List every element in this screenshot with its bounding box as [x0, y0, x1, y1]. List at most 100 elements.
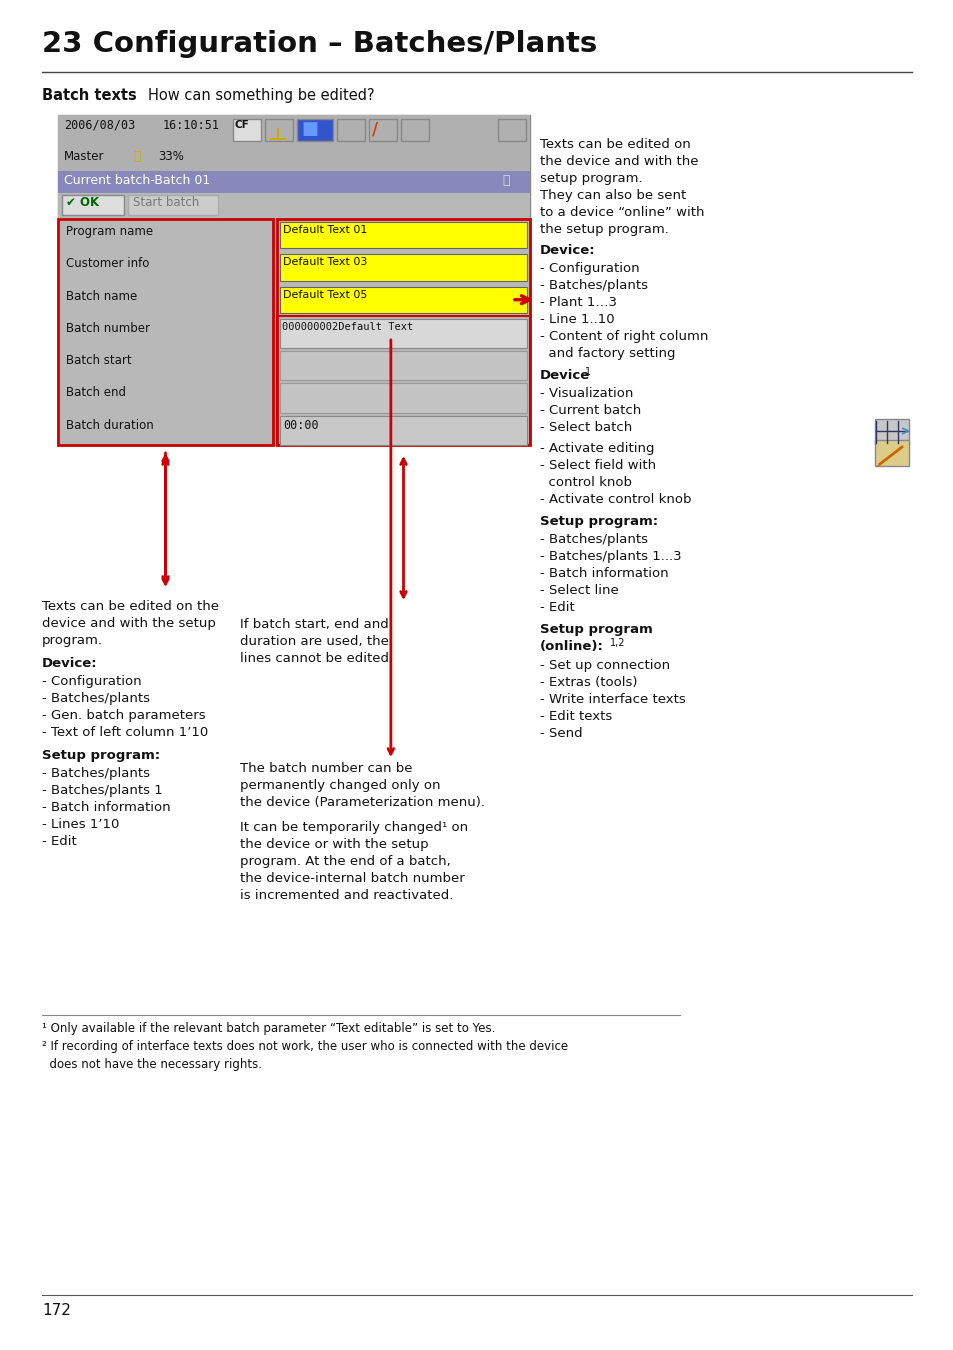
Text: - Send: - Send	[539, 728, 582, 740]
Text: - Lines 1’10: - Lines 1’10	[42, 818, 119, 832]
Text: Batch start: Batch start	[66, 354, 132, 367]
Text: - Visualization: - Visualization	[539, 387, 633, 400]
Text: - Activate editing: - Activate editing	[539, 441, 654, 455]
Text: - Current batch: - Current batch	[539, 404, 640, 417]
Text: - Write interface texts: - Write interface texts	[539, 693, 685, 706]
Text: Batch name: Batch name	[66, 289, 137, 302]
Text: Start batch: Start batch	[132, 196, 199, 209]
Text: program. At the end of a batch,: program. At the end of a batch,	[240, 855, 450, 868]
Bar	[265, 119, 293, 140]
Text: program.: program.	[42, 634, 103, 647]
Text: the setup program.: the setup program.	[539, 223, 668, 236]
Text: 🔓: 🔓	[132, 150, 140, 163]
Bar	[280, 254, 526, 281]
Bar	[497, 119, 525, 140]
Text: lines cannot be edited.: lines cannot be edited.	[240, 652, 393, 666]
Text: - Line 1..10: - Line 1..10	[539, 313, 614, 325]
Text: - Batch information: - Batch information	[42, 801, 171, 814]
Text: the device-internal batch number: the device-internal batch number	[240, 872, 464, 886]
Text: - Configuration: - Configuration	[539, 262, 639, 275]
Text: Device:: Device:	[539, 244, 595, 256]
Bar	[874, 418, 908, 446]
Text: Customer info: Customer info	[66, 258, 150, 270]
Bar	[58, 147, 530, 171]
Bar	[58, 193, 530, 219]
Text: Batch duration: Batch duration	[66, 418, 153, 432]
Bar	[62, 194, 124, 215]
Text: Device: Device	[539, 369, 590, 382]
Text: the device and with the: the device and with the	[539, 155, 698, 167]
Bar	[58, 219, 273, 446]
Text: device and with the setup: device and with the setup	[42, 617, 215, 630]
Text: They can also be sent: They can also be sent	[539, 189, 685, 202]
Text: - Select batch: - Select batch	[539, 421, 632, 433]
Bar	[276, 316, 530, 446]
Text: Batch number: Batch number	[66, 321, 150, 335]
Text: 00:00: 00:00	[283, 418, 318, 432]
Text: Batch end: Batch end	[66, 386, 126, 400]
Bar	[58, 171, 530, 193]
Text: the device (Parameterization menu).: the device (Parameterization menu).	[240, 796, 484, 809]
Bar	[400, 119, 429, 140]
Text: - Batch information: - Batch information	[539, 567, 668, 580]
Text: Default Text 05: Default Text 05	[283, 289, 367, 300]
Bar	[296, 119, 333, 140]
Text: 2006/08/03: 2006/08/03	[64, 119, 135, 132]
Text: Master: Master	[64, 150, 105, 163]
Text: The batch number can be: The batch number can be	[240, 761, 412, 775]
Text: /: /	[372, 120, 377, 138]
Text: - Text of left column 1’10: - Text of left column 1’10	[42, 726, 208, 738]
Text: - Set up connection: - Set up connection	[539, 659, 669, 672]
Text: and factory setting: and factory setting	[539, 347, 675, 360]
Text: - Select line: - Select line	[539, 585, 618, 597]
Text: It can be temporarily changed¹ on: It can be temporarily changed¹ on	[240, 821, 468, 834]
Text: 172: 172	[42, 1303, 71, 1318]
Text: (online):: (online):	[539, 640, 603, 653]
Text: - Batches/plants 1: - Batches/plants 1	[42, 784, 163, 796]
Text: ■: ■	[301, 120, 317, 138]
Bar	[233, 119, 261, 140]
Bar	[280, 383, 526, 413]
Text: Default Text 01: Default Text 01	[283, 225, 367, 235]
Text: Setup program:: Setup program:	[42, 749, 160, 761]
Text: to a device “online” with: to a device “online” with	[539, 207, 703, 219]
Text: 🔒: 🔒	[501, 174, 509, 188]
Text: - Edit texts: - Edit texts	[539, 710, 612, 724]
Bar	[369, 119, 396, 140]
Bar	[58, 115, 530, 147]
Text: - Edit: - Edit	[539, 601, 574, 614]
Bar	[280, 351, 526, 381]
Text: - Batches/plants: - Batches/plants	[42, 767, 150, 780]
Text: 1: 1	[584, 367, 591, 377]
Text: - Activate control knob: - Activate control knob	[539, 493, 691, 506]
Text: 33%: 33%	[158, 150, 184, 163]
Bar	[280, 221, 526, 248]
Text: is incremented and reactivated.: is incremented and reactivated.	[240, 890, 453, 902]
Bar	[280, 416, 526, 446]
Text: 23 Configuration – Batches/Plants: 23 Configuration – Batches/Plants	[42, 30, 597, 58]
Text: - Batches/plants: - Batches/plants	[539, 533, 647, 545]
Text: Texts can be edited on the: Texts can be edited on the	[42, 599, 219, 613]
Text: - Content of right column: - Content of right column	[539, 329, 708, 343]
Bar	[276, 219, 530, 446]
Text: setup program.: setup program.	[539, 171, 642, 185]
Text: ✔ OK: ✔ OK	[66, 196, 99, 209]
Text: - Gen. batch parameters: - Gen. batch parameters	[42, 709, 206, 722]
Text: duration are used, the: duration are used, the	[240, 634, 389, 648]
Text: - Batches/plants: - Batches/plants	[42, 693, 150, 705]
Bar	[58, 115, 530, 446]
Text: Texts can be edited on: Texts can be edited on	[539, 138, 690, 151]
Text: Program name: Program name	[66, 225, 153, 238]
Text: - Select field with: - Select field with	[539, 459, 656, 472]
Text: - Configuration: - Configuration	[42, 675, 141, 688]
Text: - Extras (tools): - Extras (tools)	[539, 676, 637, 688]
Text: - Batches/plants 1...3: - Batches/plants 1...3	[539, 549, 680, 563]
Text: the device or with the setup: the device or with the setup	[240, 838, 428, 850]
Text: - Edit: - Edit	[42, 836, 76, 848]
Bar	[280, 319, 526, 348]
Text: 1,2: 1,2	[609, 639, 625, 648]
Text: Batch texts: Batch texts	[42, 88, 136, 103]
Bar	[874, 440, 908, 466]
Text: Default Text 03: Default Text 03	[283, 258, 367, 267]
Text: How can something be edited?: How can something be edited?	[148, 88, 375, 103]
